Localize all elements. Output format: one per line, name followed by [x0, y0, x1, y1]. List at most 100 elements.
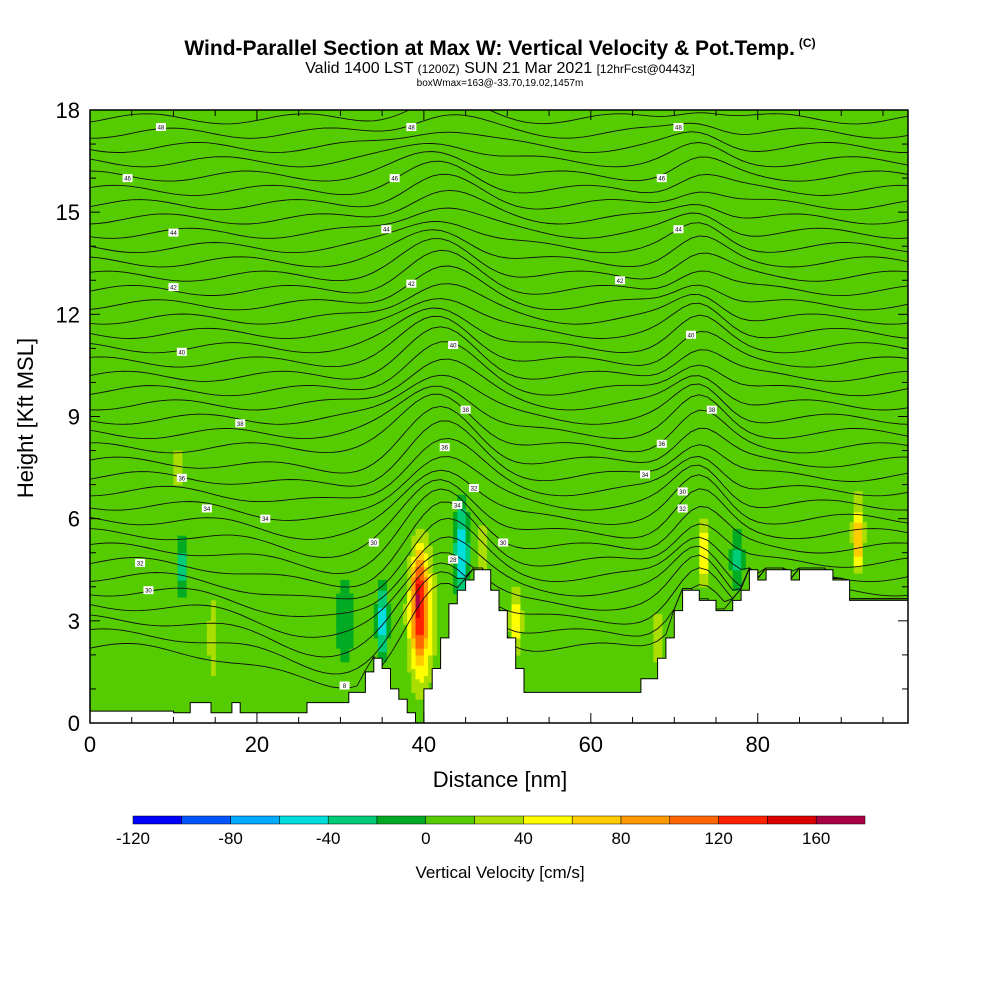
- isentrope-label-bg: [176, 347, 187, 356]
- heat-cell: [386, 631, 392, 636]
- colorbar-swatch: [327, 815, 378, 825]
- heat-cell: [386, 614, 392, 619]
- isentrope-label-bg: [615, 276, 626, 285]
- heat-cell: [465, 566, 471, 571]
- colorbar-tick-label: 40: [514, 829, 533, 848]
- heat-cell: [373, 610, 379, 615]
- y-tick-label: 18: [56, 98, 80, 123]
- heat-cell: [453, 549, 458, 554]
- heat-cell: [423, 600, 429, 605]
- heat-cell: [423, 566, 429, 571]
- heat-cell: [428, 620, 433, 625]
- heat-cell: [432, 610, 437, 615]
- heat-cell: [419, 586, 425, 591]
- heat-cell: [423, 685, 429, 690]
- x-axis-label: Distance [nm]: [432, 767, 568, 792]
- isentrope-label: 48: [406, 123, 417, 132]
- heat-cell: [428, 644, 433, 649]
- heat-cell: [415, 678, 421, 683]
- heat-cell: [432, 603, 437, 608]
- heat-cell: [415, 552, 421, 557]
- isentrope-line: [90, 151, 908, 182]
- heat-cell: [736, 569, 742, 574]
- heat-cell: [461, 535, 467, 540]
- isentrope-label-text: 48: [675, 126, 682, 132]
- heat-cell: [653, 651, 659, 656]
- heat-cell: [653, 624, 659, 629]
- colorbar-tick-label: -80: [218, 829, 243, 848]
- isentrope-line: [90, 221, 908, 254]
- heat-cell: [177, 566, 183, 571]
- heat-cell: [415, 559, 421, 564]
- isentrope-label: 34: [260, 514, 271, 523]
- heat-cell: [423, 675, 429, 680]
- heat-cell: [336, 607, 342, 612]
- heat-cell: [453, 511, 458, 516]
- heat-cell: [340, 607, 346, 612]
- heat-cell: [423, 634, 429, 639]
- heat-cell: [849, 525, 855, 530]
- heat-cell: [415, 688, 421, 693]
- heat-cell: [461, 583, 467, 588]
- valid-date: SUN 21 Mar 2021: [464, 60, 593, 77]
- heat-cell: [465, 511, 471, 516]
- isentrope-label-bg: [235, 419, 246, 428]
- heat-cell: [415, 590, 421, 595]
- heat-cell: [862, 532, 867, 537]
- heat-cell: [415, 542, 421, 547]
- isentrope-label-bg: [448, 340, 459, 349]
- isentrope-label-text: 32: [471, 487, 478, 493]
- heat-cell: [377, 620, 383, 625]
- heat-cell: [736, 559, 742, 564]
- colorbar-swatch: [718, 815, 768, 825]
- heat-cell: [344, 620, 350, 625]
- heat-cell: [403, 617, 408, 622]
- colorbar-tick-label: 80: [612, 829, 631, 848]
- heat-cell: [461, 511, 467, 516]
- heat-cell: [377, 610, 383, 615]
- heat-cell: [211, 661, 216, 666]
- heat-cell: [736, 545, 742, 550]
- isentrope-label-text: 46: [658, 177, 665, 183]
- heat-cell: [732, 569, 738, 574]
- heat-cell: [478, 559, 483, 564]
- heat-cell: [432, 617, 437, 622]
- heat-cell: [419, 579, 425, 584]
- isentrope-label: 48: [673, 123, 684, 132]
- heat-cell: [173, 467, 179, 472]
- heat-cell: [511, 634, 517, 639]
- heat-cell: [211, 627, 216, 632]
- isentrope-label-text: 44: [675, 228, 682, 234]
- isentrope-label-text: 30: [679, 490, 686, 496]
- heat-cell: [181, 556, 187, 561]
- heat-cell: [428, 583, 433, 588]
- heat-cell: [457, 586, 463, 591]
- heat-cell: [853, 559, 859, 564]
- isentrope-line: [90, 298, 908, 339]
- heat-cell: [340, 627, 346, 632]
- chart-subtitle: Valid 1400 LST (1200Z) SUN 21 Mar 2021 […: [0, 60, 1000, 78]
- heat-cell: [515, 610, 521, 615]
- heat-cell: [373, 631, 379, 636]
- heat-cell: [732, 566, 738, 571]
- heat-cell: [181, 583, 187, 588]
- heat-cell: [857, 559, 863, 564]
- isentrope-label-text: 42: [408, 282, 415, 288]
- heat-cell: [407, 614, 412, 619]
- colorbar-swatch: [523, 815, 573, 825]
- heat-cell: [177, 470, 183, 475]
- isentrope-line: [90, 207, 908, 239]
- heat-cell: [703, 532, 709, 537]
- heat-cell: [741, 559, 746, 564]
- heat-cell: [478, 556, 483, 561]
- isentrope-line: [90, 358, 908, 411]
- heat-cell: [428, 627, 433, 632]
- heat-cell: [428, 614, 433, 619]
- heat-cell: [373, 614, 379, 619]
- heat-cell: [853, 494, 859, 499]
- heat-cell: [419, 648, 425, 653]
- heat-cell: [862, 528, 867, 533]
- heat-cell: [849, 528, 855, 533]
- heat-cell: [415, 607, 421, 612]
- colorbar-swatch: [376, 815, 427, 825]
